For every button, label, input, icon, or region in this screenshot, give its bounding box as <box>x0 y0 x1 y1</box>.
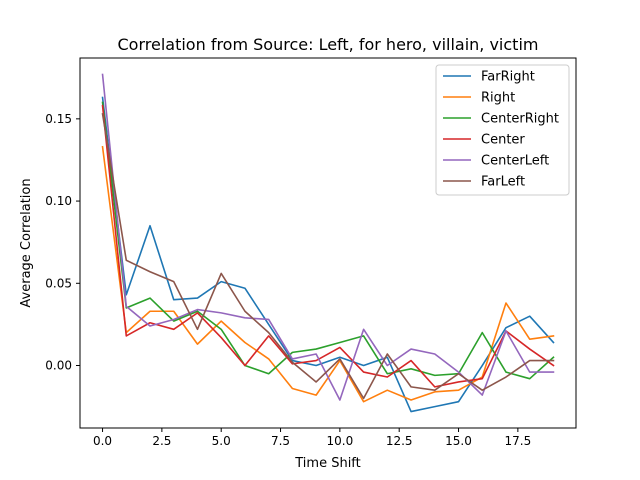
series-line-farleft <box>101 112 555 400</box>
x-tick-label: 12.5 <box>386 434 413 448</box>
series-line-farright <box>101 96 555 413</box>
legend-label-farleft: FarLeft <box>481 175 525 190</box>
x-axis: 0.0 2.5 5.0 7.5 10.0 12.5 15.0 17.5 <box>93 428 531 448</box>
legend-label-farright: FarRight <box>481 70 535 85</box>
x-tick-label: 2.5 <box>152 434 171 448</box>
chart-title: Correlation from Source: Left, for hero,… <box>118 35 539 54</box>
legend-label-center: Center <box>481 133 525 148</box>
y-tick-label: 0.05 <box>45 276 72 290</box>
legend: FarRight Right CenterRight Center CenterLeft… <box>435 64 570 196</box>
x-tick-label: 15.0 <box>445 434 472 448</box>
series-line-center <box>101 104 555 388</box>
legend-label-centerleft: CenterLeft <box>481 154 549 169</box>
x-tick-label: 5.0 <box>212 434 231 448</box>
y-tick-label: 0.00 <box>45 359 72 373</box>
x-tick-label: 17.5 <box>504 434 531 448</box>
x-tick-label: 10.0 <box>327 434 354 448</box>
series-line-centerleft <box>101 73 555 401</box>
x-tick-label: 7.5 <box>271 434 290 448</box>
y-tick-label: 0.15 <box>45 112 72 126</box>
x-tick-label: 0.0 <box>93 434 112 448</box>
x-axis-label: Time Shift <box>294 456 361 471</box>
legend-label-right: Right <box>481 91 515 106</box>
series-line-centerright <box>101 101 555 380</box>
y-axis-label: Average Correlation <box>19 178 34 307</box>
plot-frame <box>79 57 577 429</box>
legend-label-centerright: CenterRight <box>481 112 559 127</box>
series-layer <box>101 73 555 413</box>
y-axis: 0.00 0.05 0.10 0.15 <box>45 112 80 373</box>
y-tick-label: 0.10 <box>45 194 72 208</box>
